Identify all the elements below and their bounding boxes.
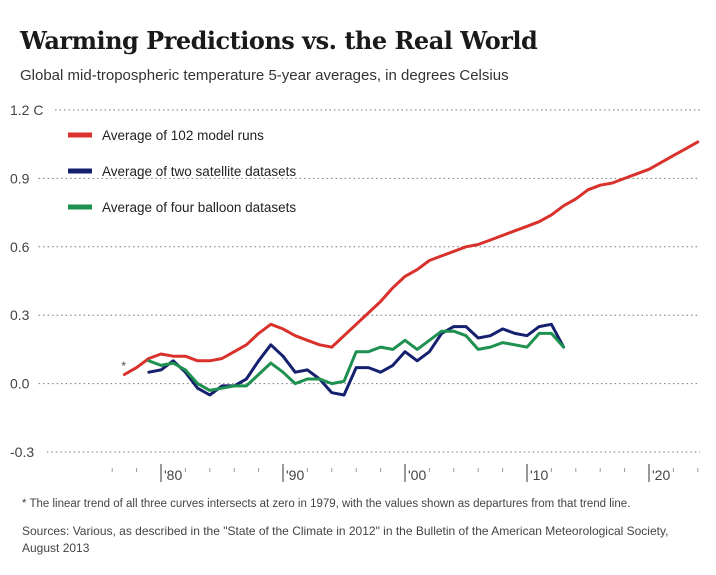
x-tick-label: '80 <box>164 467 182 483</box>
trend-asterisk: * <box>121 359 126 373</box>
gridlines <box>38 109 700 453</box>
y-tick-label: 0.9 <box>10 170 30 186</box>
series-line-0 <box>122 140 700 376</box>
y-tick-label: 0.6 <box>10 239 30 255</box>
legend: Average of 102 model runs Average of two … <box>68 128 296 215</box>
y-tick-label: 1.2 C <box>10 102 43 118</box>
chart-plot: 1.2 C 0.9 0.6 0.3 0.0 -0.3 '80 '90 '00 '10 '20 * Av… <box>10 102 700 483</box>
y-tick-label: -0.3 <box>10 444 34 460</box>
y-tick-label: 0.0 <box>10 376 30 392</box>
source-note: Sources: Various, as described in the "S… <box>22 524 669 555</box>
trend-footnote: * The linear trend of all three curves i… <box>22 498 631 510</box>
legend-label: Average of four balloon datasets <box>102 200 296 215</box>
legend-label: Average of two satellite datasets <box>102 164 296 179</box>
x-tick-label: '00 <box>408 467 426 483</box>
axes: 1.2 C 0.9 0.6 0.3 0.0 -0.3 '80 '90 '00 '10 '20 * <box>10 102 699 483</box>
chart-title: Warming Predictions vs. the Real World <box>20 26 538 55</box>
series-lines <box>122 140 700 397</box>
legend-label: Average of 102 model runs <box>102 128 264 143</box>
x-tick-label: '20 <box>652 467 670 483</box>
x-tick-label: '10 <box>530 467 548 483</box>
chart-subtitle: Global mid-tropospheric temperature 5-ye… <box>20 67 509 84</box>
y-tick-label: 0.3 <box>10 307 30 323</box>
x-tick-label: '90 <box>286 467 304 483</box>
series-line-2 <box>147 329 566 392</box>
